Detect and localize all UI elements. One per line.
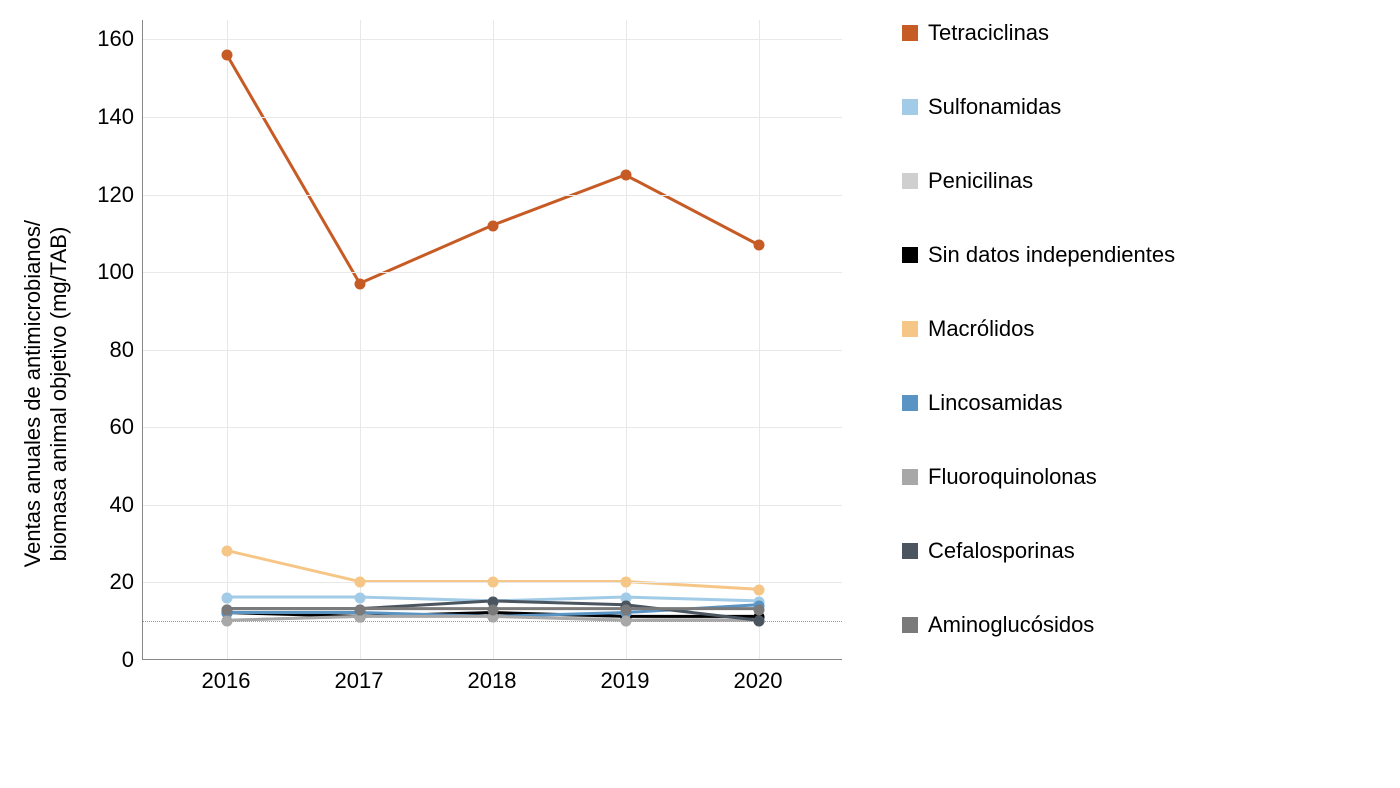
plot-area (142, 20, 842, 660)
legend-label: Sin datos independientes (928, 242, 1175, 268)
legend-swatch (902, 173, 918, 189)
data-point (754, 604, 765, 615)
legend-item: Fluoroquinolonas (902, 464, 1175, 490)
legend-swatch (902, 247, 918, 263)
legend-label: Sulfonamidas (928, 94, 1061, 120)
y-axis-ticks: 160140120100806040200 (82, 20, 142, 660)
legend-item: Lincosamidas (902, 390, 1175, 416)
legend-swatch (902, 321, 918, 337)
data-point (222, 49, 233, 60)
data-point (488, 604, 499, 615)
x-axis-ticks: 2016 2017 2018 2019 2020 (142, 660, 842, 700)
legend-swatch (902, 543, 918, 559)
data-point (222, 616, 233, 627)
y-axis-label: Ventas anuales de antimicrobianos/ bioma… (20, 220, 72, 567)
data-point (754, 616, 765, 627)
data-point (621, 616, 632, 627)
legend-swatch (902, 25, 918, 41)
data-point (621, 577, 632, 588)
legend-item: Aminoglucósidos (902, 612, 1175, 638)
data-point (488, 220, 499, 231)
legend-item: Macrólidos (902, 316, 1175, 342)
legend-label: Penicilinas (928, 168, 1033, 194)
legend-item: Tetraciclinas (902, 20, 1175, 46)
x-tick-label: 2020 (734, 668, 783, 694)
legend-label: Fluoroquinolonas (928, 464, 1097, 490)
data-point (754, 239, 765, 250)
gridline-vertical (227, 20, 228, 659)
gridline-vertical (493, 20, 494, 659)
legend-item: Sin datos independientes (902, 242, 1175, 268)
gridline-vertical (759, 20, 760, 659)
data-point (488, 577, 499, 588)
legend-swatch (902, 99, 918, 115)
data-point (222, 604, 233, 615)
x-tick-label: 2019 (601, 668, 650, 694)
data-point (754, 585, 765, 596)
x-tick-label: 2018 (468, 668, 517, 694)
gridline-vertical (360, 20, 361, 659)
legend-item: Penicilinas (902, 168, 1175, 194)
legend: Tetraciclinas Sulfonamidas Penicilinas Sin … (902, 20, 1175, 638)
legend-label: Aminoglucósidos (928, 612, 1094, 638)
data-point (355, 592, 366, 603)
data-point (621, 604, 632, 615)
antimicrobial-sales-chart: Ventas anuales de antimicrobianos/ bioma… (20, 20, 1380, 768)
gridline-vertical (626, 20, 627, 659)
data-point (355, 278, 366, 289)
data-point (355, 604, 366, 615)
legend-swatch (902, 395, 918, 411)
legend-label: Tetraciclinas (928, 20, 1049, 46)
data-point (355, 577, 366, 588)
legend-label: Macrólidos (928, 316, 1034, 342)
legend-item: Sulfonamidas (902, 94, 1175, 120)
legend-label: Lincosamidas (928, 390, 1063, 416)
legend-swatch (902, 617, 918, 633)
data-point (222, 592, 233, 603)
data-point (222, 546, 233, 557)
x-tick-label: 2016 (202, 668, 251, 694)
legend-label: Cefalosporinas (928, 538, 1075, 564)
x-tick-label: 2017 (335, 668, 384, 694)
legend-item: Cefalosporinas (902, 538, 1175, 564)
legend-swatch (902, 469, 918, 485)
plot-wrapper: 160140120100806040200 201620172018201920… (82, 20, 842, 700)
data-point (621, 170, 632, 181)
